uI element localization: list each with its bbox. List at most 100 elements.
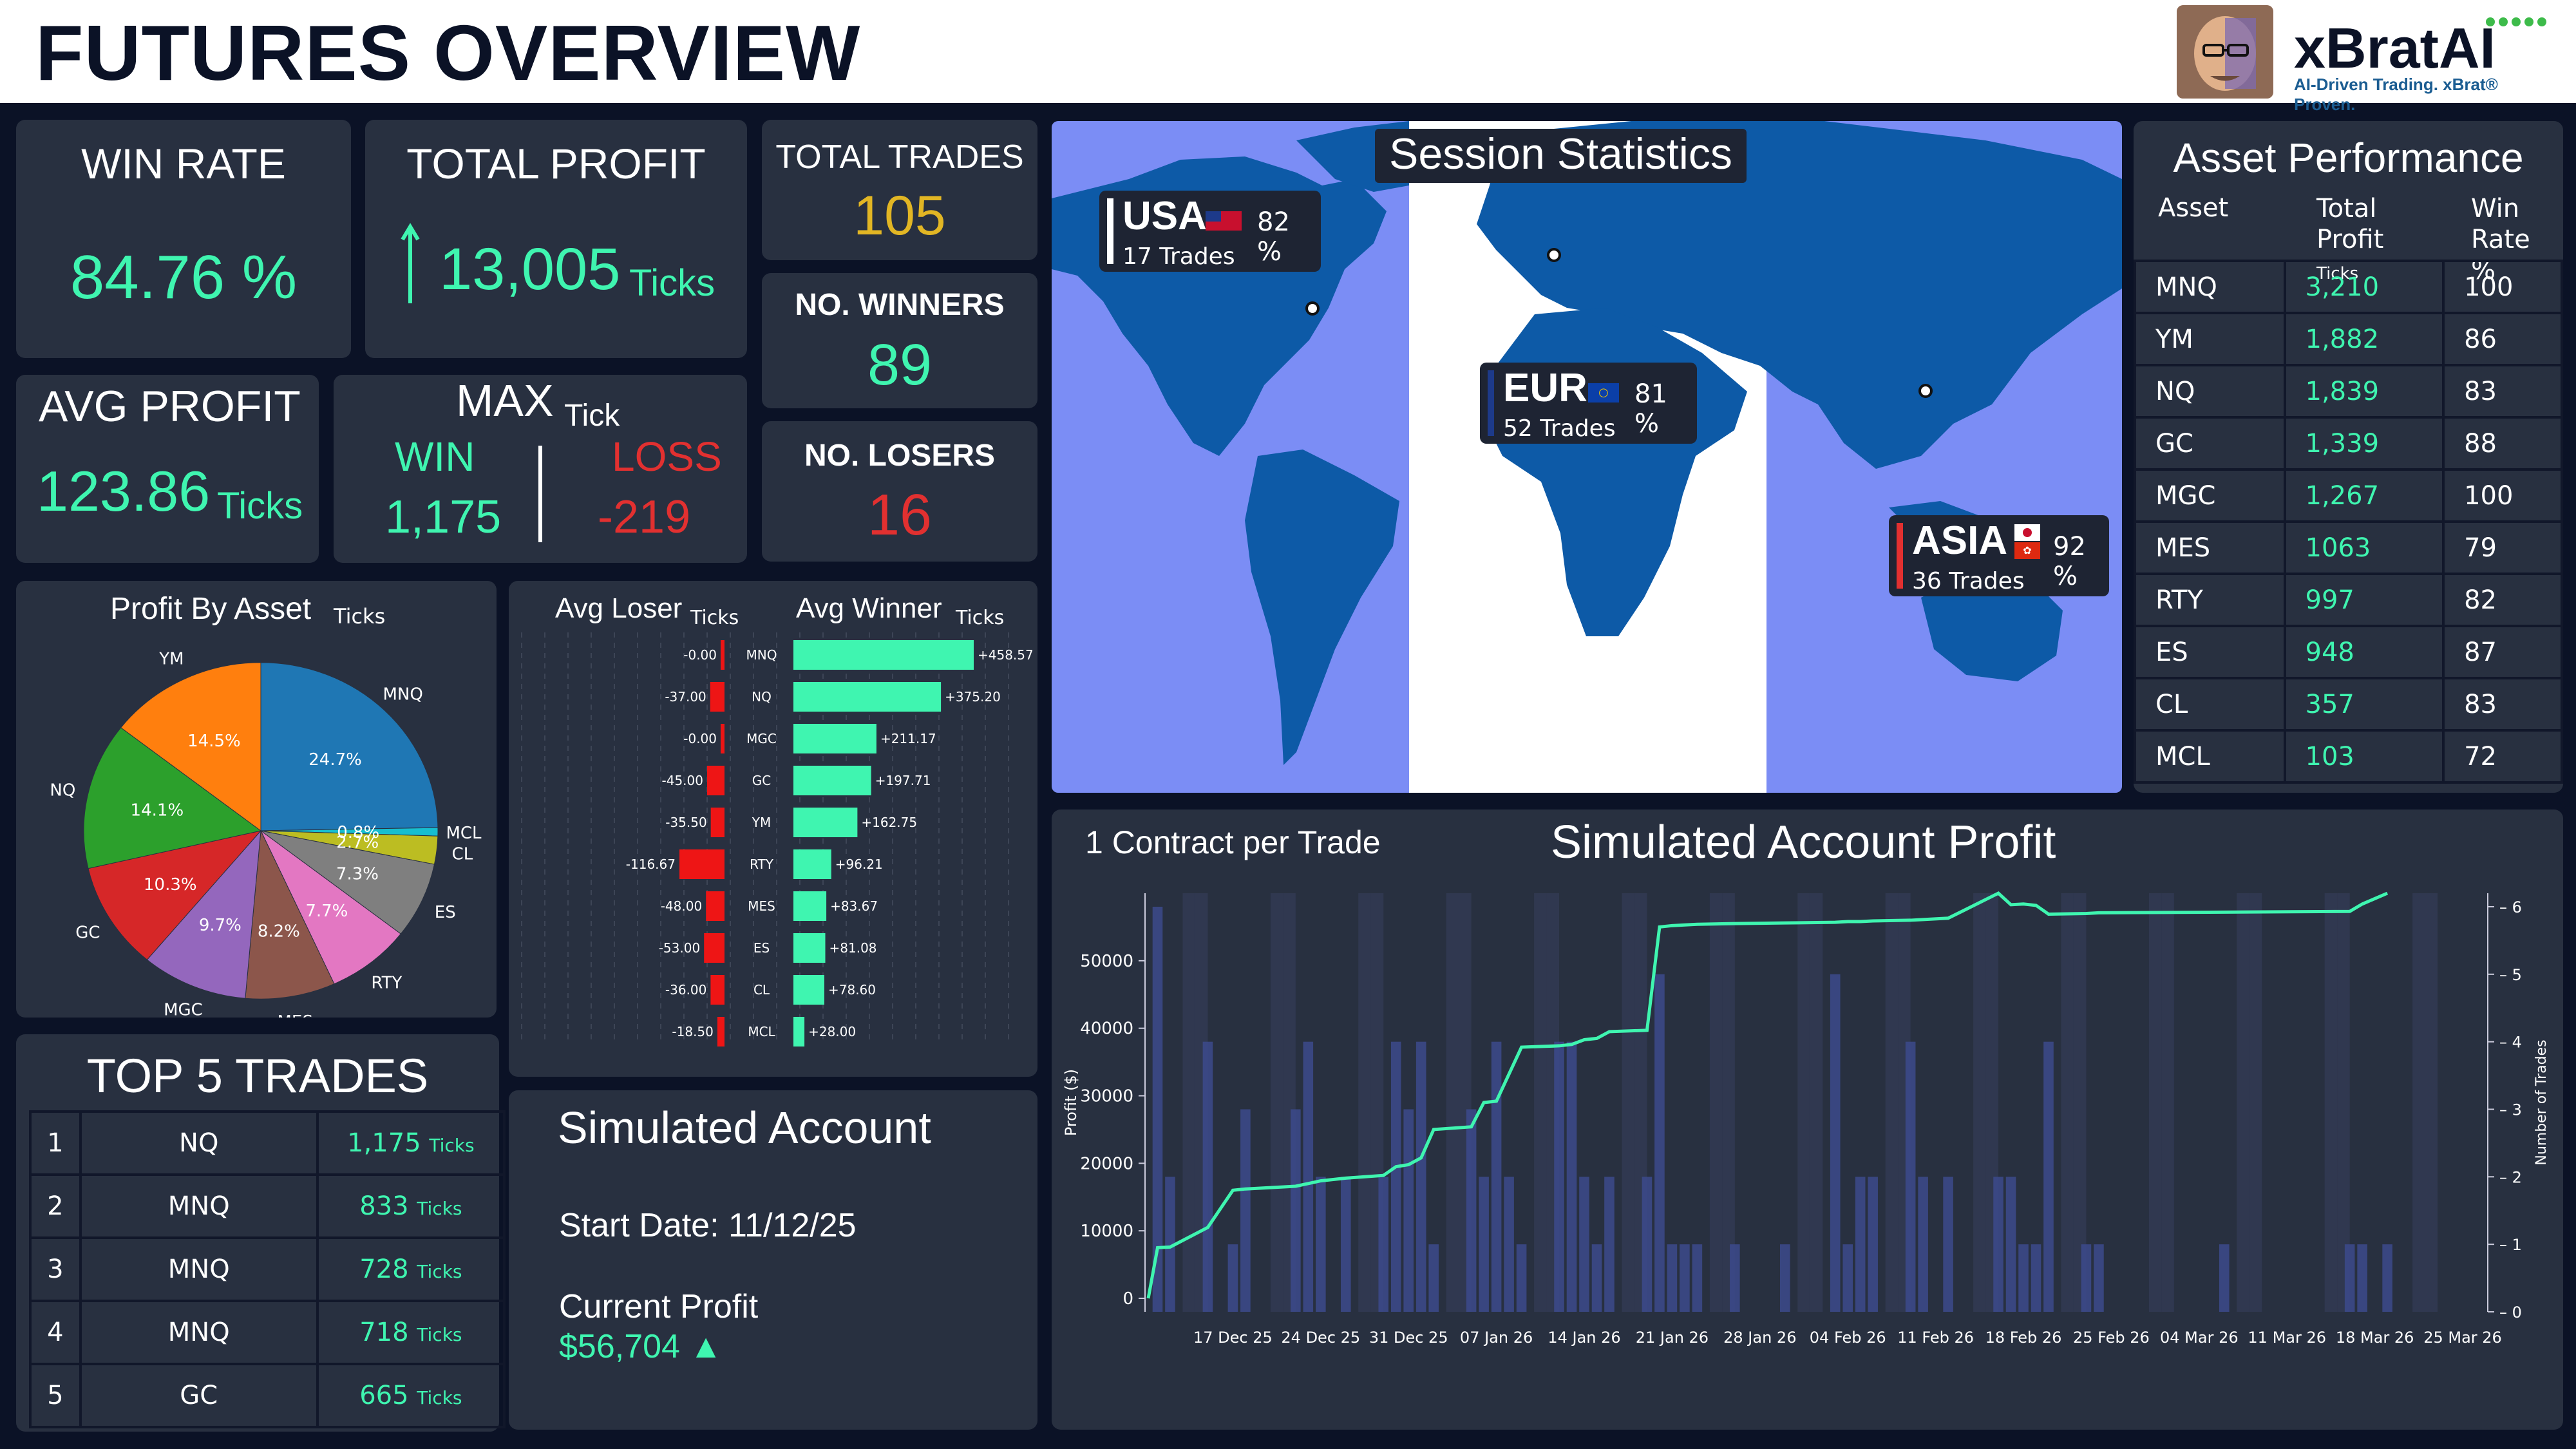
- pie-value-label: 2.7%: [336, 833, 379, 853]
- asset-performance-panel: Asset Performance Asset Total Profit Tic…: [2134, 121, 2563, 793]
- max-divider: [538, 446, 542, 542]
- pie-category-label: RTY: [371, 974, 402, 993]
- trade-count-bar: [2043, 1041, 2054, 1312]
- top-trade-row: 2 MNQ 833 Ticks: [29, 1173, 506, 1239]
- session-asia-trades: 36 Trades: [1912, 568, 2025, 594]
- winner-value-label: +83.67: [830, 898, 878, 914]
- pie-category-label: ES: [435, 903, 456, 922]
- page-title: FUTURES OVERVIEW: [35, 9, 861, 97]
- loser-bar-gc: [707, 766, 724, 795]
- asset-cell-profit: 948: [2283, 625, 2445, 679]
- loser-bar-mgc: [721, 724, 724, 753]
- trade-count-bar: [1842, 1244, 1853, 1312]
- y-axis-label: Profit ($): [1062, 1069, 1080, 1136]
- asset-cell-asset: MGC: [2134, 468, 2286, 523]
- pie-category-label: YM: [158, 649, 184, 668]
- loser-value-label: -48.00: [661, 898, 702, 914]
- avg-profit-card: AVG PROFIT 123.86 Ticks: [16, 375, 319, 563]
- asset-cell-rate: 86: [2442, 312, 2563, 366]
- x-tick-label: 17 Dec 25: [1193, 1329, 1273, 1347]
- x-tick-label: 14 Jan 26: [1548, 1329, 1620, 1347]
- weekend-band: [2061, 893, 2074, 1312]
- weekend-band: [2073, 893, 2087, 1312]
- asset-row: ES 948 87: [2134, 625, 2563, 679]
- asset-cell-rate: 83: [2442, 364, 2563, 419]
- avg-profit-unit: Ticks: [217, 485, 303, 527]
- avg-loser-winner-panel: Avg Loser Ticks Avg Winner Ticks -0.00 MN…: [509, 581, 1037, 1077]
- asset-cell-profit: 1,267: [2283, 468, 2445, 523]
- y2-tick-label: – 4: [2499, 1034, 2522, 1052]
- pie-value-label: 8.2%: [258, 922, 300, 941]
- top-trade-asset: NQ: [79, 1110, 319, 1176]
- x-tick-label: 25 Feb 26: [2073, 1329, 2150, 1347]
- avg-winner-unit: Ticks: [956, 607, 1005, 629]
- pie-value-label: 14.5%: [187, 732, 241, 751]
- losers-card: NO. LOSERS 16: [762, 421, 1037, 562]
- winner-value-label: +162.75: [861, 815, 917, 830]
- x-tick-label: 07 Jan 26: [1460, 1329, 1533, 1347]
- loser-value-label: -53.00: [659, 940, 700, 956]
- winner-value-label: +96.21: [835, 857, 883, 872]
- pie-category-label: MNQ: [383, 685, 422, 704]
- total-profit-label: TOTAL PROFIT: [406, 140, 706, 187]
- pie-slice-mgc: [146, 829, 261, 999]
- asset-cell-rate: 82: [2442, 573, 2563, 627]
- session-asia-pct: 92 %: [2053, 532, 2086, 591]
- asset-cell-profit: 1063: [2283, 520, 2445, 575]
- pie-value-label: 7.7%: [305, 902, 348, 921]
- pie-slice-ym: [120, 662, 261, 831]
- trade-count-bar: [1667, 1244, 1678, 1312]
- max-win-label: WIN: [395, 433, 475, 480]
- pie-value-label: 24.7%: [308, 750, 362, 770]
- weekend-band: [1358, 893, 1371, 1312]
- weekend-band: [1182, 893, 1195, 1312]
- max-loss-value: -219: [598, 491, 691, 543]
- trade-count-bar: [1566, 1041, 1577, 1312]
- top-trades-title: TOP 5 TRADES: [86, 1049, 429, 1103]
- total-profit-value: 13,005: [439, 236, 621, 302]
- asset-row: RTY 997 82: [2134, 573, 2563, 627]
- sim-start-date: Start Date: 11/12/25: [559, 1207, 857, 1244]
- trade-count-bar: [1642, 1177, 1653, 1312]
- profit-chart-title: Simulated Account Profit: [1551, 817, 2056, 868]
- bar-category-label: NQ: [752, 689, 772, 705]
- trade-count-bar: [1428, 1244, 1439, 1312]
- trade-count-bar: [1779, 1244, 1790, 1312]
- winner-value-label: +81.08: [829, 940, 877, 956]
- brand-tagline: AI-Driven Trading. xBrat® Proven.: [2294, 75, 2498, 114]
- max-win-value: 1,175: [385, 491, 502, 543]
- trade-count-bar: [1240, 1109, 1251, 1312]
- max-unit: Tick: [564, 399, 620, 433]
- winner-bar-cl: [793, 975, 824, 1005]
- trade-count-bar: [2018, 1244, 2029, 1312]
- x-tick-label: 04 Feb 26: [1810, 1329, 1886, 1347]
- winner-value-label: +28.00: [808, 1024, 856, 1039]
- weekend-band: [2425, 893, 2438, 1312]
- pie-slice-rty: [260, 830, 402, 985]
- asset-cell-rate: 88: [2442, 416, 2563, 471]
- win-rate-value: 84.76 %: [70, 243, 298, 312]
- x-tick-label: 21 Jan 26: [1636, 1329, 1709, 1347]
- total-trades-value: 105: [853, 185, 946, 247]
- trade-count-bar: [1316, 1177, 1326, 1312]
- session-asia-name: ASIA: [1912, 518, 2008, 563]
- max-tick-card: MAX Tick WIN 1,175 LOSS -219: [334, 375, 747, 563]
- top-trades-table: 1 NQ 1,175 Ticks 2 MNQ 833 Ticks 3 MNQ 728 Ticks…: [29, 1110, 506, 1428]
- winner-bar-mnq: [793, 640, 974, 670]
- x-tick-label: 11 Mar 26: [2248, 1329, 2326, 1347]
- total-trades-card: TOTAL TRADES 105: [762, 120, 1037, 260]
- win-rate-label: WIN RATE: [81, 140, 286, 187]
- loser-value-label: -36.00: [665, 982, 706, 998]
- pie-category-label: CL: [452, 845, 473, 864]
- max-label: MAX: [456, 375, 554, 426]
- top-trades-panel: TOP 5 TRADES 1 NQ 1,175 Ticks 2 MNQ 833 Ticks…: [16, 1034, 506, 1432]
- winners-label: NO. WINNERS: [795, 288, 1005, 322]
- trade-count-bar: [1227, 1244, 1238, 1312]
- arrow-up-icon: [401, 223, 420, 303]
- loser-bar-ym: [710, 808, 724, 837]
- trade-count-bar: [1604, 1177, 1615, 1312]
- trade-count-bar: [2357, 1244, 2367, 1312]
- top-trade-row: 3 MNQ 728 Ticks: [29, 1236, 506, 1302]
- weekend-band: [2324, 893, 2338, 1312]
- session-usa-card: USA 82 % 17 Trades: [1099, 191, 1321, 272]
